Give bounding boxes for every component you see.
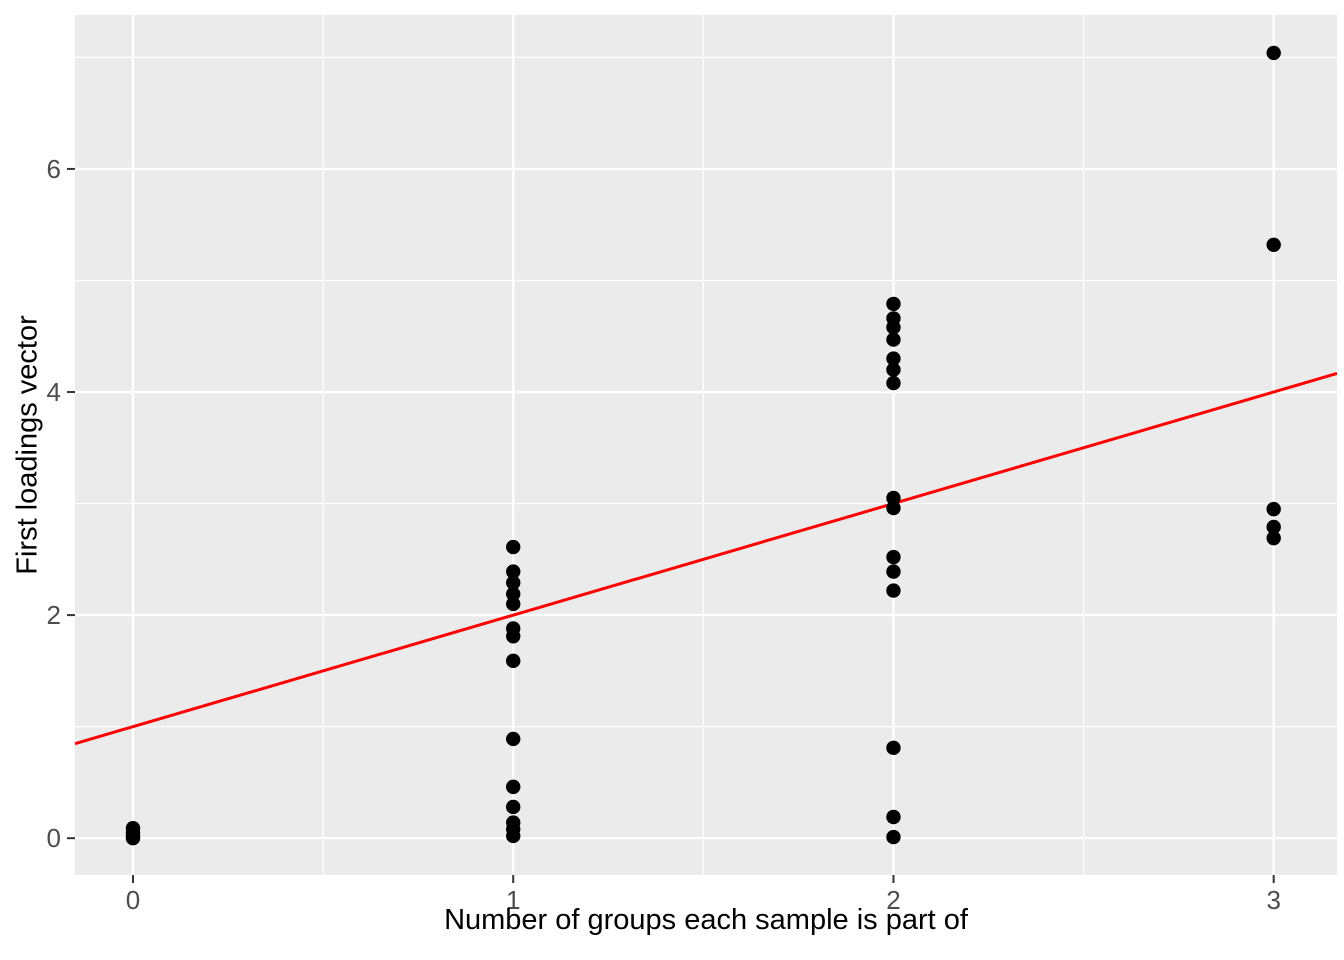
data-point [1266, 530, 1281, 546]
data-point [886, 362, 901, 377]
data-point [506, 539, 521, 555]
data-point [506, 731, 521, 747]
data-point [886, 490, 901, 506]
x-tick-label: 1 [506, 885, 520, 915]
data-point [125, 830, 141, 846]
y-axis-title: First loadings vector [11, 315, 44, 575]
y-tick-label: 6 [47, 154, 61, 184]
data-point [506, 779, 521, 795]
x-tick-label: 0 [126, 885, 140, 915]
data-point [506, 586, 521, 602]
data-point [886, 296, 901, 312]
data-point [886, 375, 901, 391]
data-point [886, 564, 901, 579]
data-point [886, 583, 901, 598]
data-point [506, 629, 521, 644]
data-point [886, 809, 901, 825]
data-point [886, 332, 901, 347]
trend-line [74, 372, 1338, 746]
data-point [506, 799, 521, 815]
y-tick-label: 0 [47, 823, 61, 853]
data-point [1266, 519, 1281, 535]
y-tick-label: 2 [47, 600, 61, 630]
data-point [506, 828, 521, 844]
x-axis-title: Number of groups each sample is part of [444, 904, 968, 936]
x-tick-label: 2 [886, 885, 900, 915]
data-point [506, 596, 521, 612]
data-point [1266, 45, 1281, 61]
y-tick-label: 4 [47, 377, 61, 407]
data-point [886, 320, 901, 335]
data-point [886, 829, 901, 845]
data-point [886, 549, 901, 565]
data-point [886, 351, 901, 366]
data-point [506, 564, 521, 579]
data-point [886, 740, 901, 756]
data-point [506, 653, 521, 669]
data-point [506, 575, 521, 590]
data-point [1266, 237, 1281, 252]
data-point [1266, 501, 1281, 517]
plot-panel [75, 15, 1337, 875]
data-point [886, 500, 901, 516]
x-tick-label: 3 [1266, 885, 1280, 915]
